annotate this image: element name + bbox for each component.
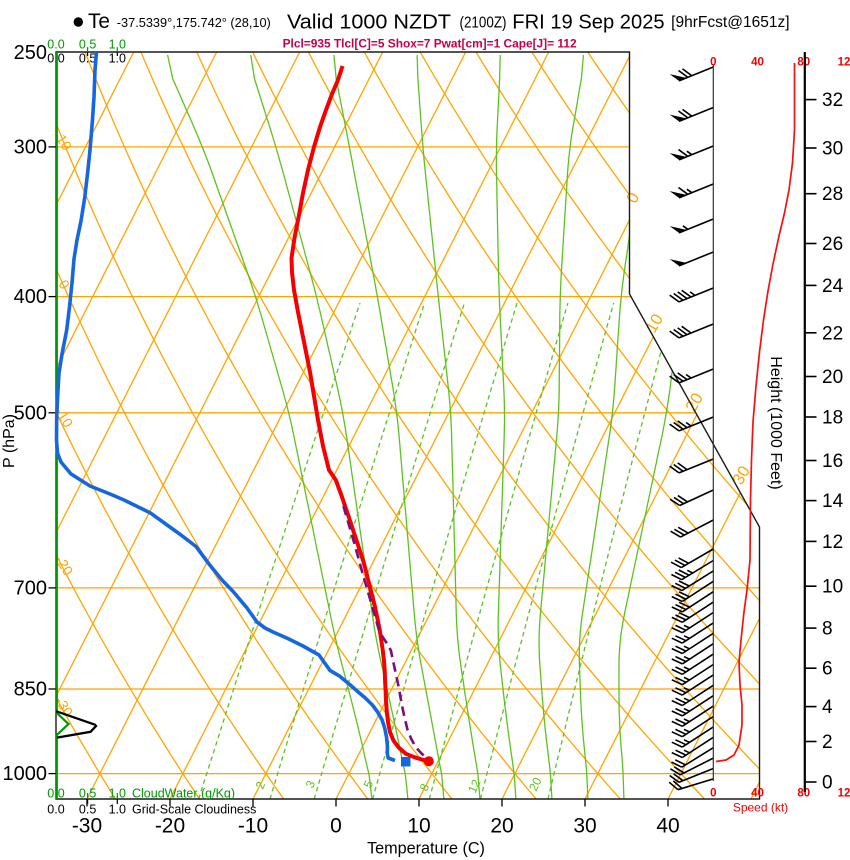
svg-text:0.5: 0.5 — [79, 38, 96, 52]
svg-text:0: 0 — [710, 788, 716, 800]
svg-text:26: 26 — [822, 234, 843, 255]
svg-text:[9hrFcst@1651z]: [9hrFcst@1651z] — [671, 14, 789, 31]
svg-text:0: 0 — [822, 773, 833, 794]
svg-text:12: 12 — [838, 788, 850, 800]
svg-text:30: 30 — [822, 139, 843, 160]
svg-text:Valid 1000 NZDT: Valid 1000 NZDT — [287, 12, 451, 34]
svg-text:4: 4 — [822, 697, 833, 718]
svg-text:40: 40 — [751, 788, 764, 800]
svg-text:8: 8 — [822, 619, 833, 640]
svg-text:P (hPa): P (hPa) — [1, 414, 18, 468]
svg-text:80: 80 — [797, 788, 810, 800]
svg-text:0.0: 0.0 — [47, 803, 64, 817]
svg-text:Te: Te — [88, 10, 110, 33]
svg-text:0: 0 — [710, 57, 716, 69]
svg-text:12: 12 — [838, 57, 850, 69]
svg-text:Speed (kt): Speed (kt) — [733, 801, 788, 815]
svg-text:6: 6 — [822, 659, 833, 680]
svg-text:700: 700 — [14, 577, 47, 599]
svg-text:-37.5339°,175.742° (28,10): -37.5339°,175.742° (28,10) — [117, 15, 271, 30]
svg-text:40: 40 — [751, 57, 764, 69]
svg-text:20: 20 — [822, 367, 843, 388]
svg-text:16: 16 — [822, 451, 843, 472]
svg-text:14: 14 — [822, 491, 844, 512]
svg-text:24: 24 — [822, 276, 844, 297]
svg-text:18: 18 — [822, 408, 843, 429]
svg-text:Grid-Scale Cloudiness: Grid-Scale Cloudiness — [132, 803, 256, 817]
svg-text:10: 10 — [407, 815, 430, 838]
svg-text:0.5: 0.5 — [79, 52, 96, 66]
svg-text:850: 850 — [14, 679, 47, 701]
svg-text:30: 30 — [573, 815, 596, 838]
svg-text:2: 2 — [822, 732, 833, 753]
svg-text:12: 12 — [465, 777, 483, 795]
svg-text:40: 40 — [656, 815, 679, 838]
svg-text:-10: -10 — [238, 815, 268, 838]
svg-text:0.0: 0.0 — [47, 38, 64, 52]
svg-text:0: 0 — [330, 815, 342, 838]
svg-text:32: 32 — [822, 90, 843, 111]
svg-text:250: 250 — [14, 42, 47, 64]
svg-text:12: 12 — [822, 532, 843, 553]
svg-text:Height (1000 Feet): Height (1000 Feet) — [767, 356, 784, 489]
svg-text:20: 20 — [526, 775, 544, 793]
svg-text:20: 20 — [490, 815, 513, 838]
svg-text:Temperature (C): Temperature (C) — [367, 840, 485, 858]
svg-text:CloudWater (g/Kg): CloudWater (g/Kg) — [132, 787, 235, 801]
svg-text:1.0: 1.0 — [109, 803, 126, 817]
svg-text:300: 300 — [14, 136, 47, 158]
svg-text:0.5: 0.5 — [79, 803, 96, 817]
svg-text:1.0: 1.0 — [109, 52, 126, 66]
svg-text:10: 10 — [53, 132, 75, 154]
svg-text:10: 10 — [822, 577, 843, 598]
svg-text:FRI 19 Sep 2025: FRI 19 Sep 2025 — [512, 11, 664, 33]
svg-text:(2100Z): (2100Z) — [460, 15, 507, 32]
svg-text:500: 500 — [14, 402, 47, 424]
svg-text:1000: 1000 — [3, 763, 48, 785]
svg-text:1.0: 1.0 — [109, 38, 126, 52]
svg-text:-30: -30 — [72, 815, 102, 838]
svg-text:-20: -20 — [155, 815, 185, 838]
svg-text:Plcl=935 Tlcl[C]=5 Shox=7 Pwat: Plcl=935 Tlcl[C]=5 Shox=7 Pwat[cm]=1 Cap… — [283, 36, 577, 50]
svg-text:400: 400 — [14, 286, 47, 308]
svg-text:22: 22 — [822, 323, 843, 344]
svg-text:28: 28 — [822, 184, 843, 205]
